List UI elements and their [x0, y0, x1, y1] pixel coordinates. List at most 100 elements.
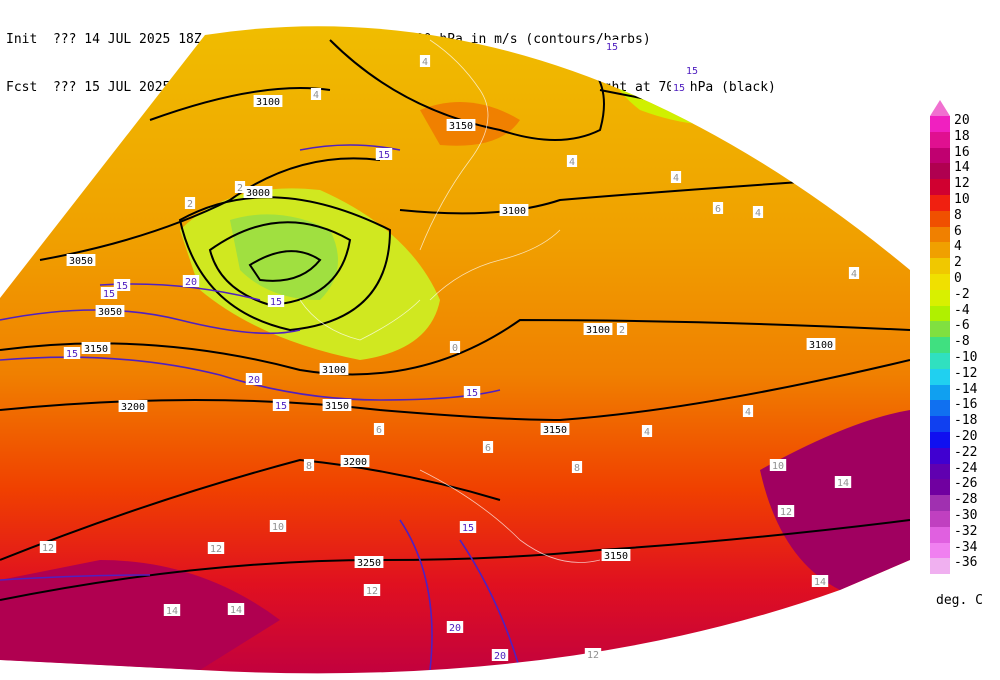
- temp-label-bg: [227, 603, 245, 615]
- height-label-bg: [81, 342, 111, 354]
- wind-label-bg: [491, 649, 509, 661]
- temp-label-text: 4: [673, 173, 679, 184]
- wind-label: 15: [670, 81, 688, 94]
- wind-label: 20: [245, 373, 263, 386]
- colorbar-swatch: [930, 368, 950, 385]
- height-label-text: 3100: [586, 325, 610, 336]
- temp-label: 6: [712, 202, 724, 215]
- temp-label-text: 4: [569, 157, 575, 168]
- height-label: 3150: [601, 549, 631, 562]
- temp-label-text: 10: [772, 461, 784, 472]
- temp-label-bg: [449, 341, 461, 353]
- height-label-text: 3050: [98, 307, 122, 318]
- colorbar-label: -12: [954, 365, 978, 381]
- colorbar-label: 2: [954, 255, 962, 271]
- colorbar-label: 16: [954, 144, 970, 160]
- colorbar-swatch: [930, 526, 950, 543]
- colorbar-label: 18: [954, 128, 970, 144]
- wind-label-text: 15: [673, 83, 685, 94]
- wind-label-bg: [670, 81, 688, 93]
- colorbar-label: 0: [954, 271, 962, 286]
- height-label-text: 3250: [357, 558, 381, 569]
- temp-label-text: 2: [187, 199, 193, 210]
- colorbar-label: -28: [954, 492, 978, 508]
- temp-label-text: 14: [230, 605, 242, 616]
- colorbar-label: -24: [954, 460, 978, 476]
- height-label: 3000: [243, 186, 273, 199]
- temp-label: 14: [811, 575, 829, 588]
- temp-label-text: 4: [644, 427, 650, 438]
- temp-label-bg: [670, 171, 682, 183]
- temp-label: 6: [482, 441, 494, 454]
- wind-label-text: 15: [116, 281, 128, 292]
- height-label-bg: [66, 254, 96, 266]
- height-label-text: 3200: [121, 402, 145, 413]
- temp-label-bg: [777, 505, 795, 517]
- colorbar-label: -14: [954, 381, 978, 397]
- colorbar-swatch: [930, 400, 950, 417]
- height-label: 3200: [118, 400, 148, 413]
- temp-label-text: 12: [587, 650, 599, 661]
- wind-label-bg: [182, 275, 200, 287]
- colorbar-swatch: [930, 274, 950, 290]
- wind-label-bg: [603, 40, 621, 52]
- temp-label: 4: [419, 55, 431, 68]
- temp-label-text: 6: [715, 204, 721, 215]
- coastlines: [299, 39, 601, 563]
- temp-label-bg: [163, 604, 181, 616]
- temp-label-text: 0: [452, 343, 458, 354]
- temp-label-text: 2: [237, 183, 243, 194]
- wind-label-bg: [100, 287, 118, 299]
- wind-label: 15: [113, 279, 131, 292]
- colorbar-swatch: [930, 321, 950, 338]
- height-label-bg: [446, 119, 476, 131]
- colorbar-label: -16: [954, 397, 978, 413]
- height-label: 3150: [322, 399, 352, 412]
- colorbar-label: -32: [954, 523, 978, 539]
- temp-label: 4: [752, 206, 764, 219]
- temp-label-bg: [712, 202, 724, 214]
- height-label: 3150: [81, 342, 111, 355]
- wind-label-text: 20: [185, 277, 197, 288]
- height-label-bg: [340, 455, 370, 467]
- colorbar-swatch: [930, 131, 950, 148]
- cold-core: [230, 214, 338, 300]
- wind-label-text: 20: [494, 651, 506, 662]
- temp-label-text: 4: [422, 57, 428, 68]
- temp-label-text: 14: [837, 478, 849, 489]
- wind-label-bg: [267, 295, 285, 307]
- height-label-text: 3000: [246, 188, 270, 199]
- colorbar-label: -26: [954, 476, 978, 492]
- height-label: 3100: [253, 95, 283, 108]
- wind-label: 20: [446, 621, 464, 634]
- colorbar-swatch: [930, 384, 950, 401]
- height-label-bg: [601, 549, 631, 561]
- wind-label: 15: [463, 386, 481, 399]
- colorbar-label: -30: [954, 508, 978, 523]
- temp-label-bg: [234, 181, 246, 193]
- height-label: 3050: [66, 254, 96, 267]
- temp-label-bg: [303, 459, 315, 471]
- wind-label: 15: [683, 64, 701, 77]
- colorbar-label: -22: [954, 444, 978, 460]
- temp-label: 4: [848, 267, 860, 280]
- hot-patch-east: [760, 410, 910, 590]
- temp-label-text: 12: [780, 507, 792, 518]
- temp-label-text: 12: [366, 586, 378, 597]
- wind-label-bg: [113, 279, 131, 291]
- colorbar-swatch: [930, 305, 950, 322]
- height-label: 3100: [806, 338, 836, 351]
- colorbar-swatch: [930, 479, 950, 496]
- height-label: 3200: [340, 455, 370, 468]
- height-label: 3150: [446, 119, 476, 132]
- height-label-text: 3200: [343, 457, 367, 468]
- temp-label-text: 8: [574, 463, 580, 474]
- colorbar-swatch: [930, 289, 950, 306]
- colorbar-label: 4: [954, 239, 962, 255]
- temp-label-text: 4: [745, 407, 751, 418]
- wind-label-bg: [463, 386, 481, 398]
- colorbar-swatch: [930, 558, 950, 575]
- temp-label-bg: [310, 88, 322, 100]
- colorbar-swatch: [930, 179, 950, 195]
